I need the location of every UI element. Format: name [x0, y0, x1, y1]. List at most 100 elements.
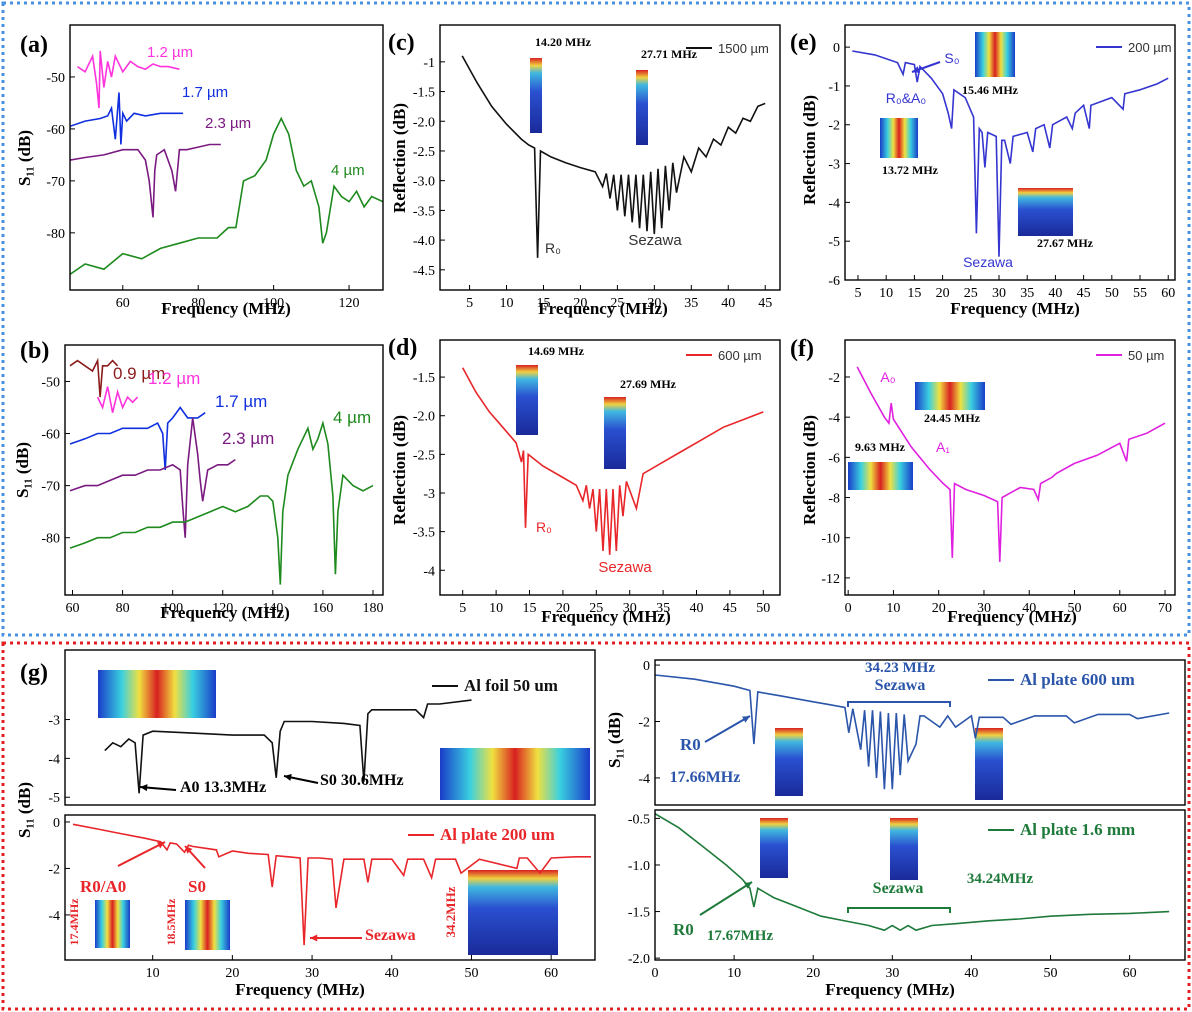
annotation: 27.71 MHz	[641, 47, 698, 61]
panel: 1.2 µm 1.7 µm 2.3 µm 4 µm 60 80 100 120 -50 -60 -7…	[15, 24, 384, 318]
x-axis-label: Frequency (MHz)	[161, 299, 291, 318]
x-tick-label: 15	[907, 286, 921, 301]
y-tick-label: 0	[53, 816, 60, 831]
legend-label: 600 µm	[718, 348, 762, 363]
mode-inset	[975, 32, 1015, 77]
y-tick-label: -4.5	[413, 264, 435, 279]
x-tick-label: 40	[690, 601, 704, 616]
mode-inset	[604, 397, 626, 469]
x-tick-label: 30	[305, 966, 319, 981]
series-line	[856, 366, 1166, 562]
x-tick-label: 0	[845, 601, 852, 616]
arrow-head	[185, 846, 193, 854]
arrow-head	[284, 774, 292, 781]
panel-label: (b)	[20, 338, 49, 364]
y-tick-label: -80	[46, 227, 65, 242]
legend-label: Al plate 600 um	[1020, 670, 1135, 689]
y-tick-label: -1.0	[628, 859, 650, 874]
y-axis-label: S₁₁ (dB)	[13, 442, 32, 498]
x-tick-label: 15	[523, 601, 537, 616]
x-tick-label: 35	[1020, 286, 1034, 301]
series-line	[96, 386, 139, 413]
annotation: 15.46 MHz	[962, 83, 1019, 97]
x-tick-label: 5	[854, 286, 861, 301]
x-tick-label: 100	[263, 296, 284, 311]
y-tick-label: 0	[643, 659, 650, 674]
mode-inset	[185, 900, 230, 950]
annotation: 27.69 MHz	[620, 377, 677, 391]
x-axis-label: Frequency (MHz)	[541, 607, 671, 626]
x-tick-label: 40	[1022, 601, 1036, 616]
x-tick-label: 45	[1077, 286, 1091, 301]
annotation: 34.2MHz	[443, 886, 458, 937]
series-line	[69, 357, 119, 398]
legend-label: 50 µm	[1128, 348, 1164, 363]
y-tick-label: -2.0	[413, 410, 435, 425]
panel-label: (g)	[20, 660, 48, 686]
bottom-frame	[1, 641, 1191, 1011]
x-axis-label: Frequency (MHz)	[538, 299, 668, 318]
series-label: 1.7 µm	[182, 84, 228, 101]
y-tick-label: -4	[828, 411, 840, 426]
mode-inset	[975, 728, 1003, 800]
arrow-head	[157, 842, 165, 849]
series-line	[77, 50, 180, 109]
y-tick-label: -50	[46, 71, 65, 86]
panel: Al foil 50 um -3 -4 -5 (g) A0 13.3MHz S0 30.6M…	[20, 649, 596, 806]
mode-inset	[880, 118, 918, 158]
series-line	[655, 813, 1170, 932]
bracket	[847, 701, 951, 707]
y-axis-label: Reflection (dB)	[390, 415, 409, 525]
x-tick-label: 15	[536, 296, 550, 311]
y-tick-label: -0.5	[628, 812, 650, 827]
mode-inset	[440, 748, 590, 800]
series-line	[72, 823, 591, 946]
y-tick-label: -1	[828, 80, 840, 95]
series-label: 1.2 µm	[148, 369, 200, 388]
y-tick-label: -4	[48, 909, 60, 924]
panel: Al plate 600 um 0 -2 -4 S₁₁ (dB) 34.23 MHzSez…	[605, 659, 1186, 806]
series-line	[70, 116, 383, 276]
y-tick-label: -4	[423, 564, 435, 579]
mode-inset	[915, 382, 985, 410]
x-tick-label: 10	[146, 966, 160, 981]
annotation: Sezawa	[628, 232, 682, 249]
x-tick-label: 60	[1161, 286, 1175, 301]
y-tick-label: -10	[821, 532, 840, 547]
y-tick-label: -2.5	[413, 448, 435, 463]
x-tick-label: 180	[362, 601, 383, 616]
y-tick-label: -8	[828, 492, 840, 507]
y-tick-label: -3	[828, 158, 840, 173]
annotation: 9.63 MHz	[855, 440, 906, 454]
mode-inset	[760, 818, 788, 878]
y-axis-label: S₁₁ (dB)	[15, 782, 34, 838]
annotation: R₀&A₀	[886, 90, 927, 106]
plot-frame	[844, 24, 1176, 281]
x-tick-label: 20	[556, 601, 570, 616]
annotation: 17.66MHz	[670, 769, 741, 786]
legend-label: Al plate 200 um	[440, 825, 555, 844]
series-line	[104, 699, 472, 794]
y-tick-label: -3.0	[413, 175, 435, 190]
annotation: A0 13.3MHz	[180, 779, 266, 796]
series-line	[655, 674, 1170, 790]
x-axis-label: Frequency (MHz)	[160, 603, 290, 622]
y-tick-label: -4	[638, 772, 650, 787]
annotation: 17.4MHz	[67, 898, 81, 946]
y-axis-label: Reflection (dB)	[390, 103, 409, 213]
y-tick-label: -2.5	[413, 145, 435, 160]
x-tick-label: 50	[1044, 966, 1058, 981]
x-tick-label: 30	[623, 601, 637, 616]
x-tick-label: 20	[936, 286, 950, 301]
y-tick-label: -1.5	[413, 86, 435, 101]
x-tick-label: 35	[684, 296, 698, 311]
annotation: 24.45 MHz	[924, 411, 981, 425]
series-line	[69, 417, 236, 538]
y-tick-label: -2	[48, 862, 60, 877]
x-tick-label: 45	[723, 601, 737, 616]
legend-label: Al foil 50 um	[464, 676, 558, 695]
plot-frame	[844, 339, 1176, 596]
panel: 1500 µm 5 10 15 20 25 30 35 40 45 -1 -1.5 -2.0 -2.5 -3…	[388, 24, 781, 318]
annotation: 14.20 MHz	[535, 35, 592, 49]
annotation: S₀	[944, 50, 959, 66]
